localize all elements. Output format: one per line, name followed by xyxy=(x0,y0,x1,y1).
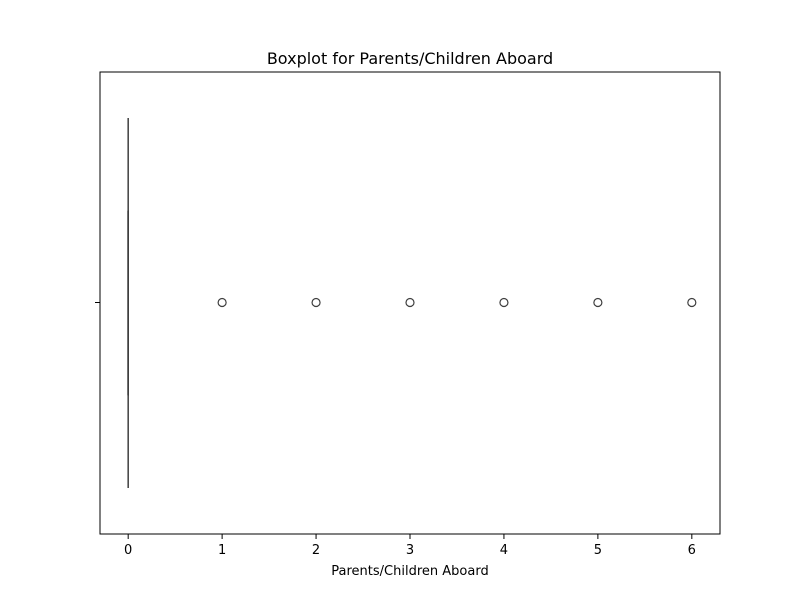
outlier-point xyxy=(405,297,415,308)
chart-title: Boxplot for Parents/Children Aboard xyxy=(267,49,553,68)
outlier-point xyxy=(687,297,697,308)
x-tick-label: 0 xyxy=(124,543,132,558)
outlier-point xyxy=(593,297,603,308)
x-axis-label: Parents/Children Aboard xyxy=(331,564,488,579)
outlier-point xyxy=(499,297,509,308)
x-tick-label: 2 xyxy=(312,543,320,558)
x-tick-label: 4 xyxy=(500,543,508,558)
x-tick-label: 3 xyxy=(406,543,414,558)
x-tick-label: 6 xyxy=(688,543,696,558)
outlier-point xyxy=(311,297,321,308)
outlier-point xyxy=(217,297,227,308)
axes-frame xyxy=(99,71,721,535)
x-tick-label: 5 xyxy=(594,543,602,558)
x-axis: 0 1 2 3 4 5 6 xyxy=(124,534,696,558)
plot-area xyxy=(127,118,697,488)
x-tick-label: 1 xyxy=(218,543,226,558)
